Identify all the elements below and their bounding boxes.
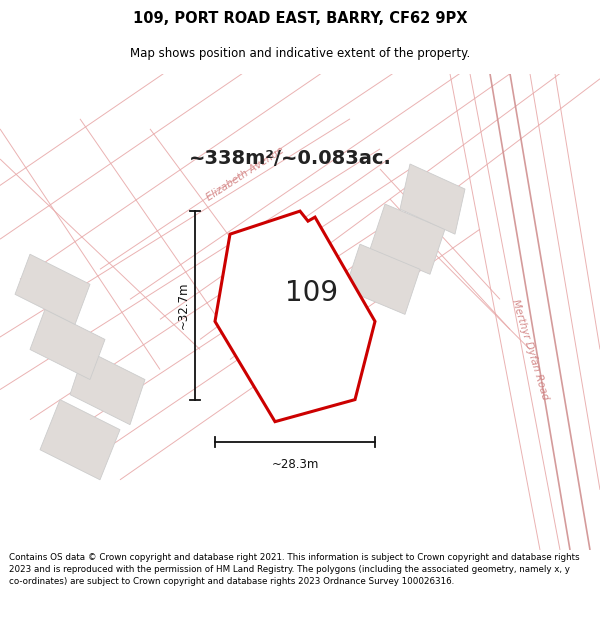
Text: 109: 109 [285, 279, 338, 308]
Text: Map shows position and indicative extent of the property.: Map shows position and indicative extent… [130, 47, 470, 59]
Text: ~338m²/~0.083ac.: ~338m²/~0.083ac. [188, 149, 391, 169]
Polygon shape [15, 254, 90, 324]
Polygon shape [230, 279, 295, 339]
Polygon shape [345, 244, 420, 314]
Text: ~32.7m: ~32.7m [176, 282, 190, 329]
Text: Merthyr Dyfan Road: Merthyr Dyfan Road [510, 298, 550, 401]
Text: Contains OS data © Crown copyright and database right 2021. This information is : Contains OS data © Crown copyright and d… [9, 553, 580, 586]
Polygon shape [400, 164, 465, 234]
Polygon shape [40, 399, 120, 480]
Polygon shape [215, 211, 375, 422]
Text: Elizabeth Avenue: Elizabeth Avenue [205, 145, 286, 203]
Polygon shape [70, 349, 145, 424]
Polygon shape [30, 309, 105, 379]
Text: ~28.3m: ~28.3m [271, 458, 319, 471]
Text: 109, PORT ROAD EAST, BARRY, CF62 9PX: 109, PORT ROAD EAST, BARRY, CF62 9PX [133, 11, 467, 26]
Polygon shape [250, 324, 315, 384]
Polygon shape [370, 204, 445, 274]
